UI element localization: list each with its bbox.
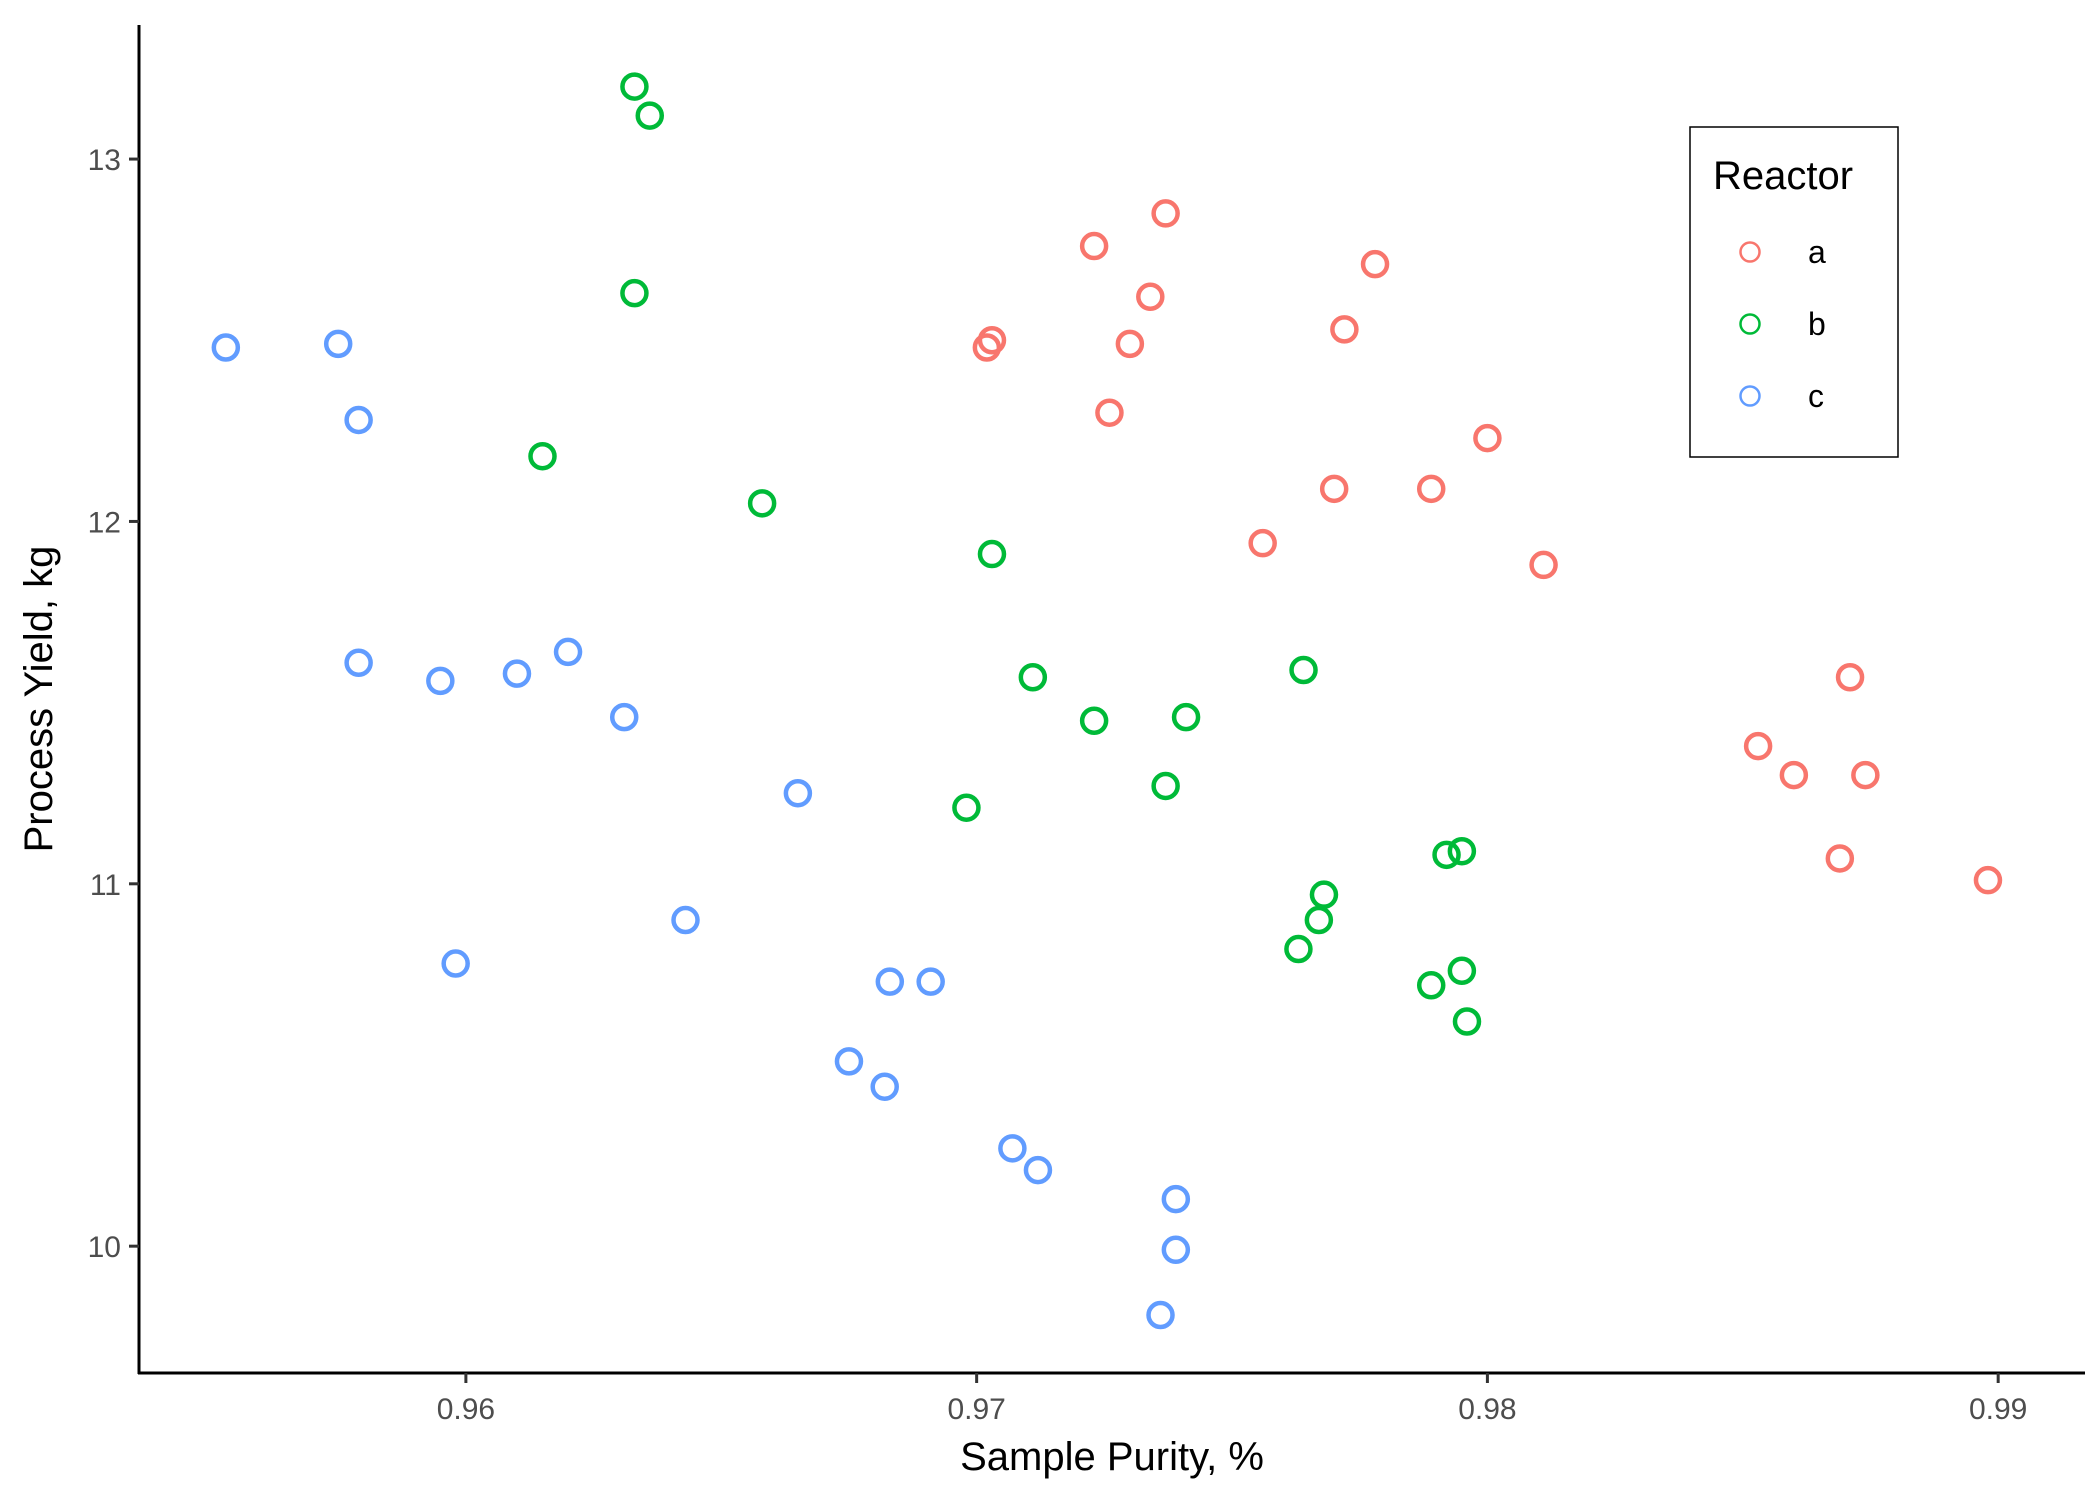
y-tick-label: 10 [88,1231,121,1264]
data-point [1115,329,1145,359]
legend-item-a: a [1739,234,1826,270]
data-point [1161,1184,1191,1214]
data-point [1529,550,1558,580]
legend-label: b [1808,306,1826,342]
data-point [211,333,241,362]
legend-marker [1739,313,1761,335]
x-tick-label: 0.99 [1969,1393,2027,1426]
data-point [1304,905,1334,935]
data-point [671,905,700,935]
data-point [609,702,639,732]
data-point [1973,865,2003,895]
points-layer [211,72,2003,1330]
legend-marker [1739,385,1761,407]
data-point [875,967,905,996]
data-point [1309,880,1339,909]
data-point [1432,840,1461,870]
data-point [1416,474,1446,504]
data-point [1079,231,1109,261]
data-point [1360,249,1390,279]
data-point [1447,956,1477,986]
legend-item-c: c [1739,378,1824,414]
data-point [1452,1007,1482,1036]
data-point [344,648,373,678]
data-point [1851,760,1880,790]
data-point [528,441,557,471]
data-point [323,329,353,359]
data-point [426,666,455,696]
data-point [1330,315,1359,344]
x-tick-label: 0.98 [1458,1393,1516,1426]
data-point [952,793,981,822]
legend-label: a [1808,234,1826,270]
y-tick-label: 11 [90,869,121,902]
legend-box [1689,126,1899,458]
data-point [870,1072,899,1101]
data-point [1835,663,1865,692]
legend-label: c [1808,378,1824,414]
data-point [747,489,777,518]
data-point [620,278,649,308]
legend: Reactor abc [1689,126,1899,458]
data-point [1018,663,1048,692]
legend-title: Reactor [1713,154,1853,198]
data-point [1284,934,1313,964]
data-point [1289,655,1318,685]
data-point [1248,528,1277,558]
x-tick-label: 0.96 [437,1393,495,1426]
x-tick-label: 0.97 [947,1393,1005,1426]
data-point [1473,423,1502,453]
data-point [1825,844,1855,873]
series-b [528,72,1482,1036]
series-c [211,329,1191,1330]
data-point [1146,1300,1175,1330]
legend-item-b: b [1739,306,1826,342]
x-axis-title: Sample Purity, % [960,1435,1264,1479]
data-point [916,967,945,996]
data-point [1023,1155,1053,1185]
data-point [1743,731,1773,761]
axes-layer: 0.96 0.97 0.98 0.99 10 11 12 13 Sample Purity, %… [17,25,2085,1479]
data-point [1319,474,1349,504]
data-point [1416,971,1446,1000]
data-point [998,1134,1027,1163]
data-point [1079,706,1109,735]
series-a [972,199,2003,895]
data-point [502,659,532,688]
data-point [1151,771,1180,801]
data-point [972,333,1002,362]
data-point [1171,702,1201,732]
data-point [1161,1235,1191,1265]
data-point [977,539,1007,569]
data-point [344,405,373,435]
data-point [635,101,665,130]
data-point [783,778,813,808]
data-point [1136,282,1165,312]
data-point [1447,836,1477,866]
data-point [834,1047,864,1076]
y-axis-title: Process Yield, kg [17,546,61,853]
data-point [553,637,583,667]
data-point [1095,398,1124,427]
data-point [620,72,649,101]
data-point [1151,199,1180,228]
data-point [1779,760,1809,790]
data-point [441,949,470,978]
legend-marker [1739,241,1761,263]
y-tick-label: 13 [88,144,121,177]
y-tick-label: 12 [88,506,121,539]
